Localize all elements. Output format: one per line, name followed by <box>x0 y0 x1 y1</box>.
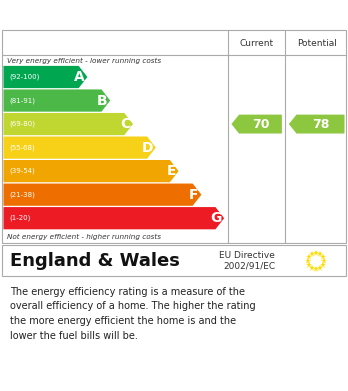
Text: (39-54): (39-54) <box>10 168 35 174</box>
Text: Current: Current <box>239 39 274 48</box>
Text: England & Wales: England & Wales <box>10 252 180 270</box>
Polygon shape <box>231 115 282 133</box>
Polygon shape <box>3 160 179 182</box>
Text: Not energy efficient - higher running costs: Not energy efficient - higher running co… <box>7 234 161 240</box>
Text: (1-20): (1-20) <box>10 215 31 221</box>
Text: C: C <box>120 117 130 131</box>
Text: Energy Efficiency Rating: Energy Efficiency Rating <box>10 5 240 24</box>
Polygon shape <box>3 90 110 112</box>
Text: (55-68): (55-68) <box>10 144 35 151</box>
Text: (69-80): (69-80) <box>10 121 36 127</box>
Text: 70: 70 <box>252 118 269 131</box>
Text: Potential: Potential <box>297 39 337 48</box>
Text: The energy efficiency rating is a measure of the
overall efficiency of a home. T: The energy efficiency rating is a measur… <box>10 287 256 341</box>
Text: EU Directive
2002/91/EC: EU Directive 2002/91/EC <box>219 251 275 271</box>
Text: A: A <box>74 70 85 84</box>
Text: G: G <box>210 211 221 225</box>
Text: F: F <box>189 188 199 202</box>
Polygon shape <box>3 66 87 88</box>
Polygon shape <box>3 113 133 135</box>
Text: D: D <box>142 141 153 154</box>
Text: B: B <box>97 93 108 108</box>
FancyBboxPatch shape <box>2 30 346 243</box>
Text: (81-91): (81-91) <box>10 97 36 104</box>
Polygon shape <box>3 207 224 229</box>
Polygon shape <box>3 183 201 206</box>
Text: (21-38): (21-38) <box>10 192 35 198</box>
Text: (92-100): (92-100) <box>10 74 40 80</box>
Text: 78: 78 <box>312 118 329 131</box>
FancyBboxPatch shape <box>2 246 346 276</box>
Text: E: E <box>166 164 176 178</box>
Polygon shape <box>289 115 345 133</box>
Text: Very energy efficient - lower running costs: Very energy efficient - lower running co… <box>7 57 161 64</box>
Polygon shape <box>3 136 156 159</box>
